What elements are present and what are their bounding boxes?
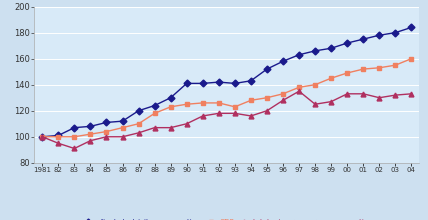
total primary energy consumption: [104, 136, 109, 138]
total primary energy consumption: [248, 115, 253, 117]
total primary energy consumption: [265, 109, 270, 112]
GDP: [152, 112, 157, 115]
GDP: [312, 83, 318, 86]
GDP: [88, 133, 93, 136]
: final electricity consumption: (22, 180): final electricity consumption: (22, 180): [393, 31, 398, 34]
: final electricity consumption: (13, 143): final electricity consumption: (13, 143): [248, 79, 253, 82]
: final electricity consumption: (19, 172): final electricity consumption: (19, 172): [345, 42, 350, 44]
total primary energy consumption: [152, 126, 157, 129]
: final electricity consumption: (0, 100): final electricity consumption: (0, 100): [40, 136, 45, 138]
total primary energy consumption: [297, 90, 302, 93]
: final electricity consumption: (17, 166): final electricity consumption: (17, 166): [312, 50, 318, 52]
GDP: [248, 99, 253, 102]
Line: : final electricity consumption: : final electricity consumption: [40, 25, 414, 139]
: final electricity consumption: (9, 141): final electricity consumption: (9, 141): [184, 82, 189, 85]
total primary energy consumption: [280, 99, 285, 102]
: final electricity consumption: (12, 141): final electricity consumption: (12, 141): [232, 82, 238, 85]
GDP: [72, 136, 77, 138]
total primary energy consumption: [329, 100, 334, 103]
total primary energy consumption: [312, 103, 318, 106]
: final electricity consumption: (5, 112): final electricity consumption: (5, 112): [120, 120, 125, 123]
: final electricity consumption: (18, 168): final electricity consumption: (18, 168): [329, 47, 334, 50]
total primary energy consumption: [168, 126, 173, 129]
: final electricity consumption: (15, 158): final electricity consumption: (15, 158): [280, 60, 285, 62]
total primary energy consumption: [120, 136, 125, 138]
GDP: [104, 130, 109, 133]
: final electricity consumption: (11, 142): final electricity consumption: (11, 142): [216, 81, 221, 83]
Line: GDP: GDP: [40, 56, 414, 139]
GDP: [40, 136, 45, 138]
total primary energy consumption: [200, 115, 205, 117]
Line: total primary energy consumption: total primary energy consumption: [40, 89, 414, 151]
total primary energy consumption: [232, 112, 238, 115]
GDP: [361, 68, 366, 70]
total primary energy consumption: [409, 92, 414, 95]
: final electricity consumption: (4, 111): final electricity consumption: (4, 111): [104, 121, 109, 124]
GDP: [345, 72, 350, 74]
: final electricity consumption: (1, 101): final electricity consumption: (1, 101): [56, 134, 61, 137]
: final electricity consumption: (2, 107): final electricity consumption: (2, 107): [72, 126, 77, 129]
: final electricity consumption: (23, 184): final electricity consumption: (23, 184): [409, 26, 414, 29]
: final electricity consumption: (10, 141): final electricity consumption: (10, 141): [200, 82, 205, 85]
total primary energy consumption: [56, 142, 61, 145]
total primary energy consumption: [361, 92, 366, 95]
GDP: [184, 103, 189, 106]
total primary energy consumption: [345, 92, 350, 95]
GDP: [200, 102, 205, 104]
GDP: [329, 77, 334, 79]
GDP: [409, 57, 414, 60]
total primary energy consumption: [88, 139, 93, 142]
: final electricity consumption: (14, 152): final electricity consumption: (14, 152): [265, 68, 270, 70]
GDP: [393, 64, 398, 66]
GDP: [377, 66, 382, 69]
total primary energy consumption: [184, 122, 189, 125]
total primary energy consumption: [377, 96, 382, 99]
total primary energy consumption: [216, 112, 221, 115]
GDP: [280, 92, 285, 95]
total primary energy consumption: [72, 147, 77, 150]
total primary energy consumption: [136, 132, 141, 134]
GDP: [232, 106, 238, 108]
: final electricity consumption: (21, 178): final electricity consumption: (21, 178): [377, 34, 382, 37]
GDP: [136, 122, 141, 125]
GDP: [297, 86, 302, 89]
: final electricity consumption: (8, 130): final electricity consumption: (8, 130): [168, 96, 173, 99]
: final electricity consumption: (16, 163): final electricity consumption: (16, 163): [297, 53, 302, 56]
Legend: : final electricity consumption, GDP, total primary energy consumption: : final electricity consumption, GDP, to…: [81, 219, 372, 220]
GDP: [168, 106, 173, 108]
total primary energy consumption: [393, 94, 398, 96]
: final electricity consumption: (7, 124): final electricity consumption: (7, 124): [152, 104, 157, 107]
: final electricity consumption: (3, 108): final electricity consumption: (3, 108): [88, 125, 93, 128]
total primary energy consumption: [40, 136, 45, 138]
GDP: [216, 102, 221, 104]
GDP: [120, 126, 125, 129]
: final electricity consumption: (6, 120): final electricity consumption: (6, 120): [136, 109, 141, 112]
GDP: [56, 136, 61, 138]
: final electricity consumption: (20, 175): final electricity consumption: (20, 175): [361, 38, 366, 40]
GDP: [265, 96, 270, 99]
